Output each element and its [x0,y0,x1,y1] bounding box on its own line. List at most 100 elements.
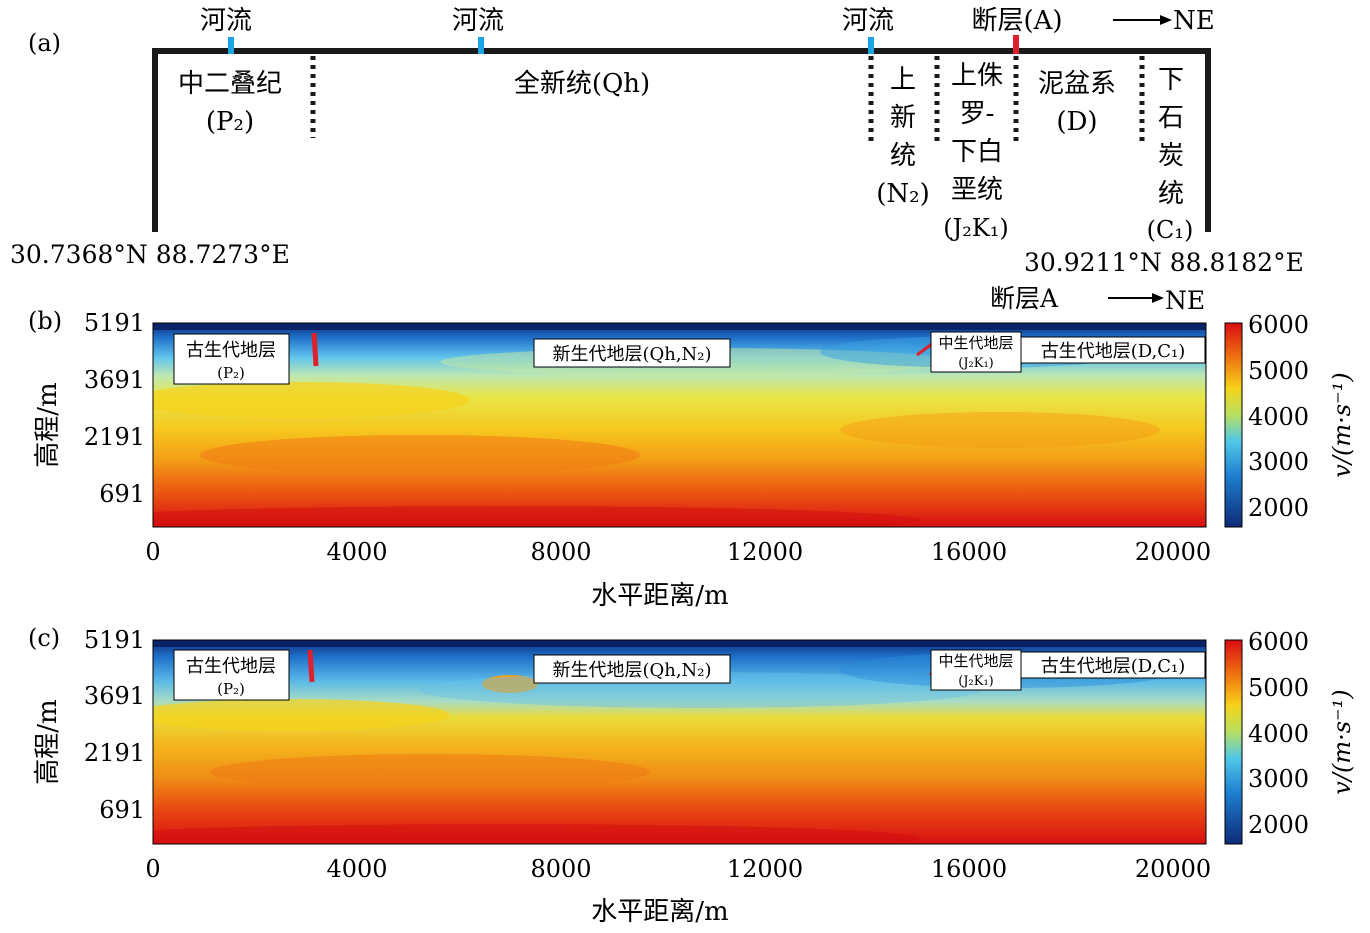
unit-p2-line1: 中二叠纪 [178,69,282,99]
svg-text:中生代地层: 中生代地层 [938,334,1013,352]
label-box-p2-b: 古生代地层 (P₂) [173,333,290,385]
direction-label-b: NE [1165,286,1205,315]
unit-j2k1-line1: 上侏 [951,61,1003,91]
label-box-j2k1-c: 中生代地层 (J₂K₁) [930,649,1022,691]
svg-text:12000: 12000 [727,538,803,566]
svg-text:2191: 2191 [84,739,145,767]
svg-text:3000: 3000 [1248,448,1309,476]
unit-p2-line2: (P₂) [206,107,254,137]
river-marker-3 [868,37,874,54]
label-box-dc1-b: 古生代地层(D,C₁) [1020,336,1206,364]
svg-text:16000: 16000 [931,538,1007,566]
y-axis-c: 5191 3691 2191 691 [84,626,145,824]
river-marker-1 [228,37,234,54]
svg-text:4000: 4000 [1248,720,1309,748]
svg-text:(J₂K₁): (J₂K₁) [958,674,994,689]
panel-b-velocity-model: (b) 古生代地层 (P₂) 新生代地层(Qh,N₂) 中生代地层 (J₂ [28,307,1356,611]
fault-a-label: 断层A [990,284,1059,313]
unit-n2-line3: 统 [890,141,916,171]
svg-text:6000: 6000 [1248,311,1309,339]
label-box-dc1-c: 古生代地层(D,C₁) [1020,651,1206,679]
colorbar-b [1224,322,1243,528]
svg-text:古生代地层: 古生代地层 [186,656,276,677]
unit-j2k1-line4: 垩统 [951,175,1003,205]
x-axis-title-c: 水平距离/m [591,897,728,927]
svg-text:5000: 5000 [1248,674,1309,702]
svg-text:古生代地层: 古生代地层 [186,340,276,361]
svg-text:3000: 3000 [1248,765,1309,793]
svg-text:(P₂): (P₂) [217,364,245,382]
label-box-j2k1-b: 中生代地层 (J₂K₁) [930,331,1022,373]
y-axis-title-c: 高程/m [33,699,63,784]
svg-text:5191: 5191 [84,626,145,654]
svg-text:5000: 5000 [1248,357,1309,385]
svg-text:2191: 2191 [84,423,145,451]
unit-c1-line1: 下 [1158,65,1184,95]
label-box-qh-c: 新生代地层(Qh,N₂) [533,654,731,684]
svg-text:20000: 20000 [1135,538,1211,566]
start-coordinate: 30.7368°N 88.7273°E [10,240,290,269]
svg-text:0: 0 [145,538,160,566]
svg-text:0: 0 [145,855,160,883]
fault-label: 断层(A) [971,6,1062,36]
colorbar-ticks-c: 6000 5000 4000 3000 2000 [1248,628,1309,839]
y-axis-title-b: 高程/m [33,382,63,467]
svg-text:12000: 12000 [727,855,803,883]
direction-arrow-b-head [1152,293,1164,303]
unit-boundaries [310,56,1145,142]
colorbar-ticks-b: 6000 5000 4000 3000 2000 [1248,311,1309,522]
fault-marker [1013,35,1019,54]
direction-arrow-head [1160,15,1172,25]
fault-trace-b1 [311,332,319,367]
river-label-3: 河流 [842,6,894,36]
svg-text:3691: 3691 [84,682,145,710]
svg-text:5191: 5191 [84,309,145,337]
unit-j2k1-line2: 罗- [960,99,995,129]
unit-n2-line4: (N₂) [876,179,929,209]
label-box-qh-b: 新生代地层(Qh,N₂) [533,338,731,368]
svg-text:4000: 4000 [1248,403,1309,431]
unit-c1-line2: 石 [1158,103,1184,133]
svg-text:中生代地层: 中生代地层 [938,652,1013,670]
unit-n2-line1: 上 [890,65,916,95]
svg-text:8000: 8000 [530,855,591,883]
unit-d-line2: (D) [1056,107,1097,137]
svg-text:4000: 4000 [326,855,387,883]
colorbar-title-b: v/(m·s⁻¹) [1328,372,1356,477]
unit-j2k1-line5: (J₂K₁) [943,214,1009,242]
panel-c-label: (c) [28,624,60,652]
panel-a-label: (a) [28,29,61,57]
river-marker-2 [478,37,484,54]
direction-label: NE [1173,6,1215,36]
river-label-1: 河流 [200,6,252,36]
svg-text:2000: 2000 [1248,494,1309,522]
unit-qh: 全新统(Qh) [514,69,650,99]
unit-n2-line2: 新 [890,103,916,133]
unit-c1-line5: (C₁) [1147,216,1194,244]
unit-j2k1-line3: 下白 [951,137,1003,167]
river-label-2: 河流 [452,6,504,36]
svg-text:691: 691 [99,480,145,508]
svg-text:2000: 2000 [1248,811,1309,839]
unit-c1-line4: 统 [1158,179,1184,209]
x-axis-title-b: 水平距离/m [591,581,728,611]
y-axis-b: 5191 3691 2191 691 [84,309,145,508]
svg-text:(P₂): (P₂) [217,680,245,698]
x-axis-b: 0 4000 8000 12000 16000 20000 [145,538,1211,566]
svg-text:新生代地层(Qh,N₂): 新生代地层(Qh,N₂) [552,660,711,681]
panel-c-velocity-model: (c) 古生代地层 (P₂) 新生代地层(Qh,N₂) 中生代地层 (J₂ [28,624,1356,927]
label-box-p2-c: 古生代地层 (P₂) [173,649,290,701]
x-axis-c: 0 4000 8000 12000 16000 20000 [145,855,1211,883]
section-frame [152,48,1211,232]
svg-text:古生代地层(D,C₁): 古生代地层(D,C₁) [1041,341,1186,362]
unit-c1-line3: 炭 [1158,141,1184,171]
svg-text:古生代地层(D,C₁): 古生代地层(D,C₁) [1041,656,1186,677]
fault-trace-c1 [307,649,315,683]
colorbar-title-c: v/(m·s⁻¹) [1328,689,1356,794]
svg-text:691: 691 [99,796,145,824]
svg-text:8000: 8000 [530,538,591,566]
svg-text:16000: 16000 [931,855,1007,883]
panel-b-label: (b) [28,307,62,335]
end-coordinate: 30.9211°N 88.8182°E [1024,248,1304,277]
